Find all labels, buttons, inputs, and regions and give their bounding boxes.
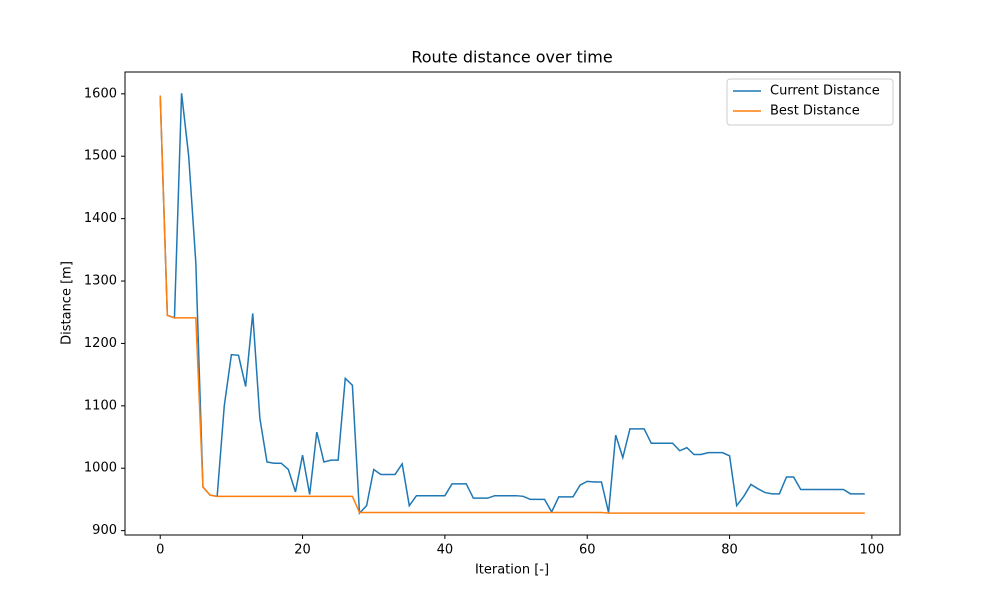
y-tick-label: 1000 — [84, 461, 117, 476]
x-tick-label: 20 — [294, 543, 311, 558]
legend-box — [726, 78, 894, 126]
y-tick-label: 1600 — [84, 86, 117, 101]
x-tick-label: 0 — [156, 543, 164, 558]
x-axis-label: Iteration [-] — [475, 563, 549, 578]
y-tick-label: 1200 — [84, 336, 117, 351]
y-tick-label: 1300 — [84, 274, 117, 289]
chart-title: Route distance over time — [411, 48, 612, 67]
x-tick-label: 60 — [579, 543, 596, 558]
y-tick-label: 1100 — [84, 398, 117, 413]
y-axis-label: Distance [m] — [60, 261, 75, 345]
x-tick-label: 100 — [859, 543, 884, 558]
x-tick-label: 40 — [437, 543, 454, 558]
x-tick-label: 80 — [721, 543, 738, 558]
plot-frame — [124, 71, 901, 536]
legend-label: Best Distance — [770, 104, 860, 119]
data-line — [159, 95, 865, 514]
y-tick-label: 900 — [92, 523, 117, 538]
y-tick-label: 1500 — [84, 149, 117, 164]
legend-label: Current Distance — [770, 84, 880, 99]
data-line — [159, 93, 865, 515]
y-tick-label: 1400 — [84, 211, 117, 226]
